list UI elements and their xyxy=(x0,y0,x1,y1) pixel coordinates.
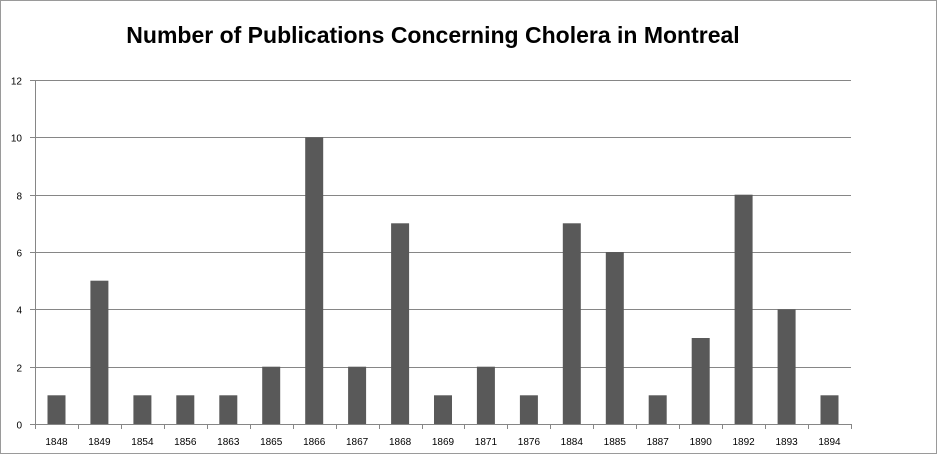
x-tick-label-1854: 1854 xyxy=(131,437,154,448)
bar-1867 xyxy=(348,366,367,424)
y-tick-label-0: 0 xyxy=(16,421,22,432)
x-tick-label-1849: 1849 xyxy=(88,437,111,448)
y-tick-label-10: 10 xyxy=(11,134,23,145)
bar-1868 xyxy=(391,223,410,424)
bar-1894 xyxy=(820,395,839,424)
x-tick-label-1868: 1868 xyxy=(389,437,412,448)
bar-1885 xyxy=(605,252,624,424)
x-tick-label-1869: 1869 xyxy=(432,437,455,448)
y-tick-label-8: 8 xyxy=(16,192,22,203)
bar-1869 xyxy=(434,395,452,424)
bar-1890 xyxy=(691,338,710,424)
bar-1863 xyxy=(219,395,238,424)
x-tick-label-1871: 1871 xyxy=(475,437,498,448)
x-tick-label-1887: 1887 xyxy=(647,437,670,448)
x-tick-label-1866: 1866 xyxy=(303,437,326,448)
x-tick-label-1876: 1876 xyxy=(518,437,541,448)
bar-1854 xyxy=(133,395,152,424)
y-tick-label-6: 6 xyxy=(16,249,22,260)
x-tick-label-1893: 1893 xyxy=(775,437,798,448)
bar-1856 xyxy=(176,395,195,424)
bar-1884 xyxy=(562,223,581,424)
x-tick-label-1848: 1848 xyxy=(45,437,68,448)
bar-1871 xyxy=(476,366,495,424)
bar-1887 xyxy=(648,395,667,424)
bar-1865 xyxy=(262,366,281,424)
bar-1892 xyxy=(734,194,753,424)
bar-1866 xyxy=(305,137,324,425)
bar-1876 xyxy=(519,395,538,424)
x-tick-label-1890: 1890 xyxy=(690,437,713,448)
x-tick-label-1865: 1865 xyxy=(260,437,283,448)
bar-1848 xyxy=(47,395,66,424)
x-tick-label-1884: 1884 xyxy=(561,437,584,448)
y-tick-label-12: 12 xyxy=(11,77,23,88)
x-tick-label-1863: 1863 xyxy=(217,437,240,448)
y-tick-label-2: 2 xyxy=(16,364,22,375)
x-tick-label-1867: 1867 xyxy=(346,437,369,448)
y-tick-label-4: 4 xyxy=(16,306,22,317)
x-tick-label-1885: 1885 xyxy=(604,437,627,448)
x-tick-label-1892: 1892 xyxy=(732,437,755,448)
bar-1849 xyxy=(90,280,109,424)
chart-title: Number of Publications Concerning Choler… xyxy=(126,22,740,48)
bar-1893 xyxy=(777,309,796,424)
x-tick-label-1856: 1856 xyxy=(174,437,197,448)
x-tick-label-1894: 1894 xyxy=(818,437,841,448)
